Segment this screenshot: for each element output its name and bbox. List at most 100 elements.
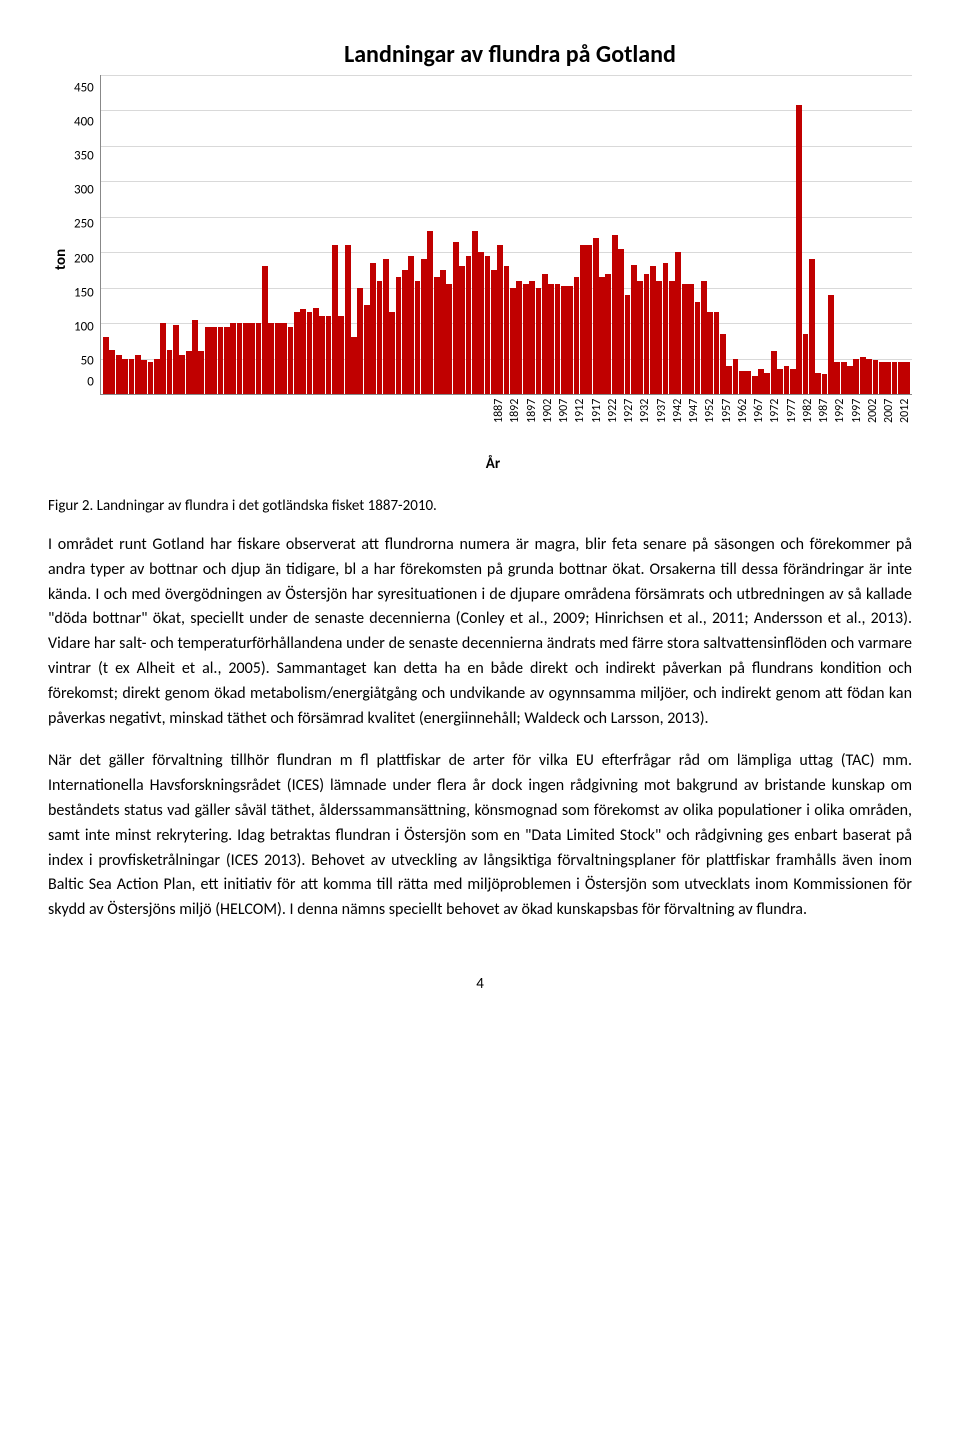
bar (198, 351, 204, 394)
bar (262, 266, 268, 394)
bar (230, 323, 236, 394)
bar (631, 265, 637, 394)
bar (510, 288, 516, 394)
bar (243, 323, 249, 394)
bar (446, 284, 452, 394)
bar (784, 366, 790, 394)
bar (605, 274, 611, 395)
bar (593, 238, 599, 394)
x-tick-label: 1922 (607, 399, 619, 447)
bar (129, 359, 135, 394)
bar (599, 277, 605, 394)
bar (656, 281, 662, 394)
bar (383, 259, 389, 394)
bar (726, 366, 732, 394)
bar (574, 277, 580, 394)
y-tick-label: 450 (74, 82, 94, 95)
x-tick-label: 1992 (834, 399, 846, 447)
bar (885, 362, 891, 394)
bar (866, 359, 872, 394)
x-tick-label: 1902 (542, 399, 554, 447)
x-tick-label: 1912 (574, 399, 586, 447)
bar (434, 277, 440, 394)
bar (103, 337, 109, 394)
bar (675, 252, 681, 394)
bar (516, 281, 522, 394)
x-tick-label: 1942 (672, 399, 684, 447)
bar (485, 256, 491, 394)
bar (459, 266, 465, 394)
bar (218, 327, 224, 394)
bar (714, 312, 720, 394)
x-tick-label: 1947 (688, 399, 700, 447)
y-tick-label: 0 (87, 375, 94, 388)
bar (154, 359, 160, 394)
bar (281, 323, 287, 394)
bar (771, 351, 777, 394)
x-tick-label: 2012 (899, 399, 911, 447)
bar (332, 245, 338, 394)
bar (186, 351, 192, 394)
page-number: 4 (48, 975, 912, 993)
bar (237, 323, 243, 394)
bar (288, 327, 294, 394)
bar (873, 360, 879, 394)
bar (109, 350, 115, 394)
y-tick-label: 400 (74, 116, 94, 129)
x-tick-label: 1952 (704, 399, 716, 447)
bar (745, 371, 751, 394)
bar (497, 245, 503, 394)
bar (879, 362, 885, 394)
bar (567, 286, 573, 394)
bar (402, 270, 408, 394)
bar (205, 327, 211, 394)
bar (809, 259, 815, 394)
bar (822, 374, 828, 394)
figure-caption: Figur 2. Landningar av flundra i det got… (48, 497, 912, 515)
bar (834, 362, 840, 394)
x-tick-label: 2002 (867, 399, 879, 447)
bar (148, 362, 154, 394)
bar (300, 309, 306, 394)
bar (720, 334, 726, 394)
bar (396, 277, 402, 394)
x-axis-title: År (74, 455, 912, 473)
bar (815, 373, 821, 394)
bar (370, 263, 376, 394)
x-tick-label: 1937 (656, 399, 668, 447)
bar (472, 231, 478, 394)
bar (408, 256, 414, 394)
bar (141, 360, 147, 394)
y-tick-label: 350 (74, 150, 94, 163)
x-tick-label: 1892 (509, 399, 521, 447)
bar (828, 295, 834, 394)
bar (841, 362, 847, 394)
x-axis-ticks: 1887189218971902190719121917192219271932… (74, 395, 912, 447)
bar (637, 281, 643, 394)
y-axis-title: ton (48, 75, 74, 473)
bar (625, 295, 631, 394)
bar (650, 266, 656, 394)
x-tick-label: 1927 (623, 399, 635, 447)
bar (256, 323, 262, 394)
y-tick-label: 100 (74, 320, 94, 333)
bar (898, 362, 904, 394)
bar (453, 242, 459, 394)
bar (523, 284, 529, 394)
bar (663, 263, 669, 394)
bar (892, 362, 898, 394)
bar (669, 281, 675, 394)
y-tick-label: 150 (74, 286, 94, 299)
x-tick-label: 1962 (737, 399, 749, 447)
bar (853, 359, 859, 394)
y-tick-label: 200 (74, 252, 94, 265)
bar (294, 312, 300, 394)
x-tick-label: 1897 (526, 399, 538, 447)
bar (326, 316, 332, 394)
bar (179, 355, 185, 394)
bar (542, 274, 548, 395)
bar (167, 350, 173, 394)
y-tick-label: 300 (74, 184, 94, 197)
bar (351, 337, 357, 394)
bar (224, 327, 230, 394)
